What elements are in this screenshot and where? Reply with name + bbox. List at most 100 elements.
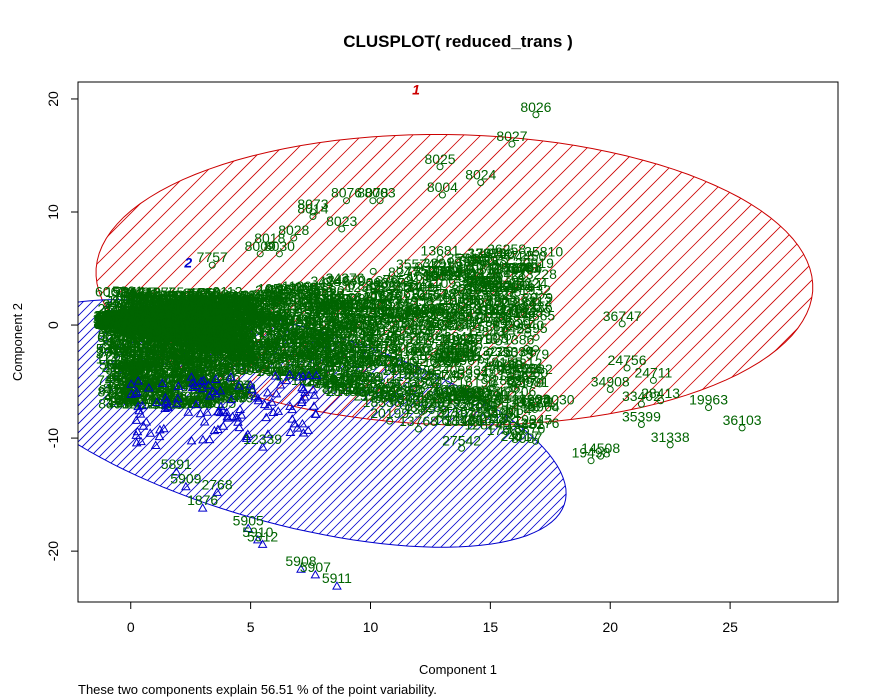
point-7757: 7757 [197,249,228,269]
point-8026: 8026 [520,99,552,119]
svg-text:11124: 11124 [296,342,333,358]
point-label: 8025 [424,151,455,167]
point-label: 8028 [278,222,309,238]
y-tick-label: 0 [45,321,61,329]
point-8009: 8009 [245,238,276,258]
point-label: 35399 [622,409,661,425]
point-marker [376,197,384,205]
point-label: 8024 [465,167,496,183]
point-8023: 8023 [326,213,358,233]
svg-text:21752: 21752 [336,369,375,385]
point-36103: 36103 [723,412,762,432]
svg-text:6921: 6921 [429,316,460,332]
svg-text:30842: 30842 [294,279,333,295]
point-19963: 19963 [689,392,728,412]
x-axis-label: Component 1 [419,662,497,677]
svg-text:8641: 8641 [443,303,474,319]
svg-text:6991: 6991 [375,315,406,331]
svg-text:2312: 2312 [511,355,542,371]
point-33402: 33402 [622,388,661,408]
point-marker [436,254,444,262]
x-tick-label: 25 [722,619,738,635]
svg-text:24717: 24717 [500,428,539,444]
x-tick-label: 5 [247,619,255,635]
y-tick-label: -10 [45,428,61,448]
svg-text:6812: 6812 [398,295,429,311]
point-1876: 1876 [187,492,218,512]
svg-text:1645: 1645 [149,346,180,362]
svg-text:11204: 11204 [282,278,320,294]
svg-text:2349: 2349 [406,306,437,322]
svg-text:30156: 30156 [461,314,500,330]
point-marker [587,457,595,465]
point-label: 27538 [418,384,457,400]
point-12339: 12339 [243,431,282,451]
svg-text:31848: 31848 [320,299,359,315]
point-5911: 5911 [322,570,352,590]
x-tick-label: 0 [127,619,135,635]
svg-text:33839: 33839 [480,303,519,319]
point-8003: 8003 [365,185,396,205]
point-label: 5909 [170,471,201,487]
svg-text:5794: 5794 [185,333,216,349]
point-24756: 24756 [608,352,647,372]
svg-text:24204: 24204 [199,335,238,351]
point-marker [508,140,516,148]
svg-text:24958: 24958 [395,292,434,308]
point-marker [208,261,216,269]
svg-text:13522: 13522 [268,282,307,298]
svg-text:11181: 11181 [293,354,330,370]
x-axis: 0 5 10 15 20 25 [127,601,738,635]
point-marker [666,441,674,449]
point-8018: 8018 [254,230,286,250]
svg-text:13685: 13685 [303,324,342,340]
svg-text:8410: 8410 [163,319,194,335]
point-label: 27542 [442,432,481,448]
point-label: 2768 [201,476,232,492]
svg-text:19260: 19260 [250,348,289,364]
point-label: 5905 [233,513,264,529]
point-marker [197,503,208,512]
y-tick-label: 10 [45,204,61,220]
point-label: 36747 [603,308,642,324]
point-15030: 15030 [509,364,548,384]
point-marker [738,424,746,432]
point-label: 22030 [536,392,575,408]
point-label: 24934 [512,392,551,408]
svg-text:3172: 3172 [120,307,151,323]
plot-frame [77,81,839,603]
svg-text:30586: 30586 [391,340,430,356]
svg-text:1734: 1734 [478,310,509,326]
svg-text:9789: 9789 [492,356,523,372]
point-marker [438,191,446,199]
point-label: 5908 [285,553,316,569]
point-label: 8014 [297,201,328,217]
svg-text:28147: 28147 [324,374,363,390]
point-label: 5911 [322,570,352,586]
svg-text:20654: 20654 [275,324,314,340]
svg-text:30439: 30439 [459,252,498,268]
x-tick-label: 20 [602,619,618,635]
svg-text:6489: 6489 [404,304,435,320]
svg-text:2843: 2843 [344,339,375,355]
y-tick-label: 20 [45,91,61,107]
point-marker [637,421,645,429]
svg-text:12364: 12364 [349,355,388,371]
point-label: 20199 [370,405,409,421]
point-label: 33402 [622,388,661,404]
svg-text:26931: 26931 [214,295,253,311]
point-label: 8027 [496,128,527,144]
svg-text:32921: 32921 [490,305,529,321]
point-35399: 35399 [622,409,661,429]
point-35091: 35091 [483,405,522,425]
point-marker [597,452,605,460]
point-label: 24711 [634,364,672,380]
point-8025: 8025 [424,151,456,171]
svg-text:1361: 1361 [226,289,257,305]
point-marker [252,534,263,544]
svg-text:27971: 27971 [440,406,479,422]
svg-text:31003: 31003 [404,321,443,337]
svg-text:24741: 24741 [232,299,271,315]
